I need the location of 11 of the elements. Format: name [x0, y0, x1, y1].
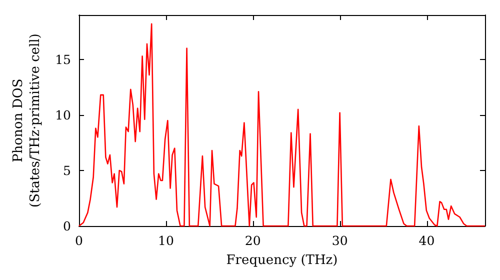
y-axis-title: Phonon DOS (States/THz·primitive cell) — [11, 33, 44, 208]
x-tick-label: 40 — [418, 233, 435, 248]
y-tick-label: 0 — [63, 218, 72, 234]
y-tick-label: 15 — [55, 52, 71, 67]
y-tick-label: 5 — [63, 162, 71, 178]
x-tick-label: 20 — [244, 233, 261, 248]
x-tick-label: 30 — [332, 233, 348, 248]
x-tick-label: 10 — [158, 233, 174, 248]
x-tick-label: 0 — [75, 233, 84, 248]
y-tick-label: 10 — [55, 107, 72, 122]
x-axis-title: Frequency (THz) — [226, 252, 338, 268]
